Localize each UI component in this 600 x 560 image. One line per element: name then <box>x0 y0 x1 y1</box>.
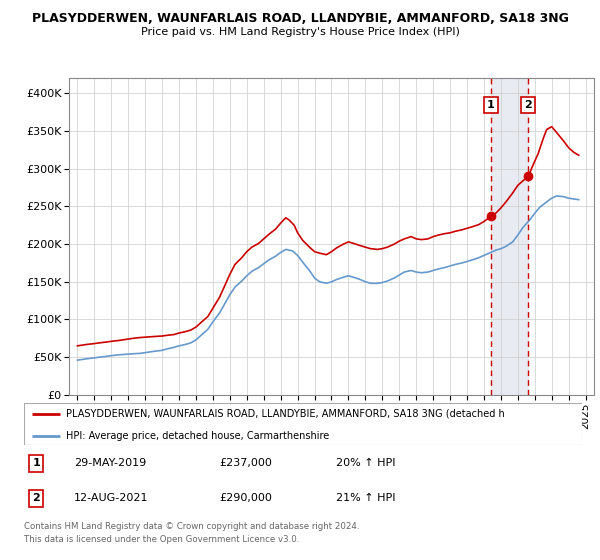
Text: HPI: Average price, detached house, Carmarthenshire: HPI: Average price, detached house, Carm… <box>66 431 329 441</box>
Text: 1: 1 <box>487 100 495 110</box>
Bar <box>491 78 528 395</box>
Text: PLASYDDERWEN, WAUNFARLAIS ROAD, LLANDYBIE, AMMANFORD, SA18 3NG: PLASYDDERWEN, WAUNFARLAIS ROAD, LLANDYBI… <box>32 12 568 25</box>
Text: 12-AUG-2021: 12-AUG-2021 <box>74 493 149 503</box>
Text: 29-MAY-2019: 29-MAY-2019 <box>74 459 146 468</box>
Text: 20% ↑ HPI: 20% ↑ HPI <box>337 459 396 468</box>
Text: £237,000: £237,000 <box>220 459 272 468</box>
Text: Contains HM Land Registry data © Crown copyright and database right 2024.: Contains HM Land Registry data © Crown c… <box>24 522 359 531</box>
Text: £290,000: £290,000 <box>220 493 272 503</box>
Text: 1: 1 <box>32 459 40 468</box>
Text: PLASYDDERWEN, WAUNFARLAIS ROAD, LLANDYBIE, AMMANFORD, SA18 3NG (detached h: PLASYDDERWEN, WAUNFARLAIS ROAD, LLANDYBI… <box>66 409 505 419</box>
Text: 2: 2 <box>32 493 40 503</box>
Text: 21% ↑ HPI: 21% ↑ HPI <box>337 493 396 503</box>
Text: This data is licensed under the Open Government Licence v3.0.: This data is licensed under the Open Gov… <box>24 535 299 544</box>
Text: Price paid vs. HM Land Registry's House Price Index (HPI): Price paid vs. HM Land Registry's House … <box>140 27 460 37</box>
Text: 2: 2 <box>524 100 532 110</box>
